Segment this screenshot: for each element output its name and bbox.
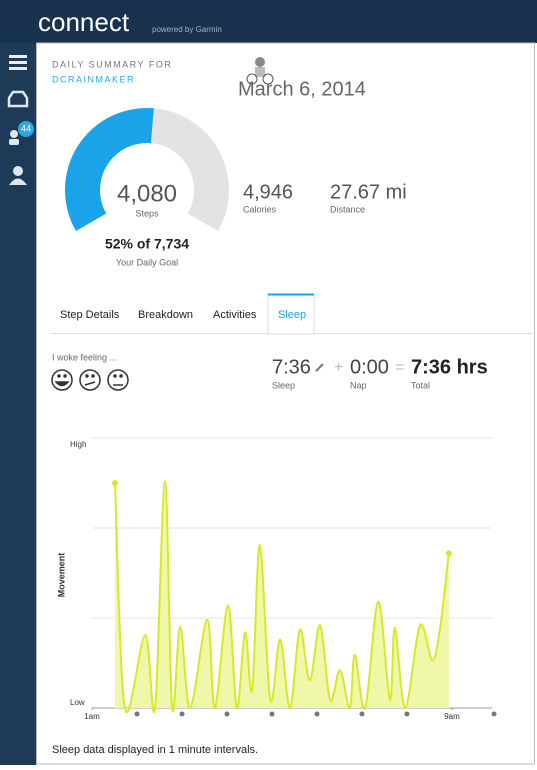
movement-line — [113, 480, 450, 713]
frame — [36, 42, 535, 765]
end-marker — [111, 480, 118, 486]
nap-time: 0:00 — [350, 356, 389, 378]
total-time: 7:36 hrs — [411, 356, 488, 378]
sleep-time: 7:36 — [272, 356, 311, 378]
plus: + — [334, 359, 343, 376]
footer-note: Sleep data displayed in 1 minute interva… — [52, 744, 258, 756]
nap-label: Nap — [350, 380, 367, 390]
feeling-label: I woke feeling ... — [52, 352, 117, 362]
x-tick-label: 9am — [444, 712, 460, 721]
tab[interactable]: Sleep — [278, 309, 306, 321]
sleep-chart: Low High 1am 9am — [70, 437, 492, 721]
calories: 4,946 — [243, 181, 293, 203]
top-bar — [0, 0, 537, 43]
logo: connect — [38, 7, 130, 37]
steps: 4,080 — [117, 180, 177, 207]
movement-area — [114, 481, 449, 713]
tab[interactable]: Step Details — [60, 309, 120, 321]
tab[interactable]: Breakdown — [138, 309, 193, 321]
feeling-icons[interactable] — [51, 369, 129, 391]
y-tick-label: High — [70, 440, 86, 449]
hour-dots — [134, 711, 497, 717]
date: March 6, 2014 — [238, 78, 366, 100]
distance-label: Distance — [330, 204, 365, 214]
y-tick-label: Low — [70, 698, 85, 707]
gauge-progress — [64, 108, 154, 231]
calories-label: Calories — [243, 204, 277, 214]
badge — [18, 121, 34, 137]
y-axis-title: Movement — [56, 553, 66, 598]
equals: = — [395, 359, 404, 376]
avatar — [246, 57, 274, 85]
menu-icon[interactable] — [9, 55, 27, 70]
tabs: Step Details Breakdown Activities Sleep — [60, 293, 315, 335]
gauge — [64, 108, 229, 231]
goal: 52% of 7,734 — [105, 236, 189, 252]
end-marker — [445, 550, 452, 557]
sleep-label: Sleep — [272, 380, 295, 390]
distance: 27.67 mi — [330, 181, 407, 203]
gauge-track — [150, 108, 229, 231]
profile-icon[interactable] — [9, 166, 27, 185]
goal-label: Your Daily Goal — [116, 257, 178, 267]
total-label: Total — [411, 380, 430, 390]
tab[interactable]: Activities — [213, 309, 257, 321]
summary-label: DAILY SUMMARY FOR — [52, 59, 172, 69]
sidebar — [0, 43, 36, 765]
badge-count: 44 — [21, 123, 31, 133]
connections-icon[interactable] — [9, 130, 19, 145]
user-name[interactable]: DCRAINMAKER — [52, 74, 135, 84]
inbox-icon[interactable] — [7, 90, 29, 108]
steps-label: Steps — [135, 208, 159, 218]
edit-icon[interactable] — [315, 363, 324, 372]
tagline: powered by Garmin — [152, 25, 222, 34]
x-tick-label: 1am — [84, 712, 100, 721]
